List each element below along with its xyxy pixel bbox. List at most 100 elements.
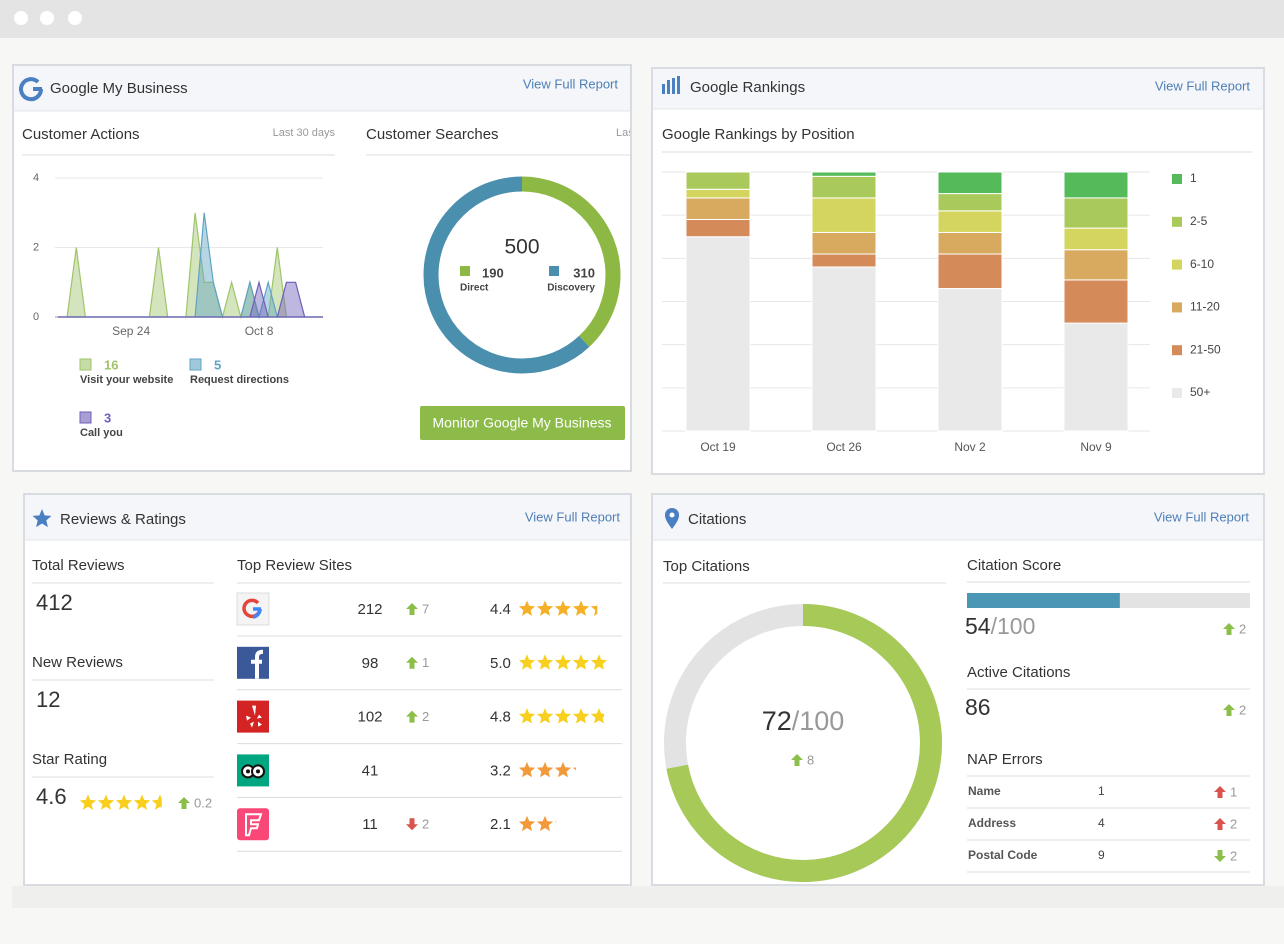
bar-segment xyxy=(1064,280,1128,323)
window-dot[interactable] xyxy=(14,11,28,25)
bar-segment xyxy=(938,211,1002,233)
legend-swatch xyxy=(190,359,201,370)
review-count: 98 xyxy=(362,655,379,672)
site-logo xyxy=(237,701,269,733)
section-title: Customer Searches xyxy=(366,126,499,143)
button-label[interactable]: Monitor Google My Business xyxy=(433,415,612,431)
trend-value: 0.2 xyxy=(194,795,212,810)
report-link[interactable]: View Full Report xyxy=(523,76,619,91)
legend-swatch xyxy=(460,266,470,276)
bar-segment xyxy=(812,198,876,233)
report-link[interactable]: View Full Report xyxy=(525,509,621,524)
page-fade xyxy=(12,886,1284,908)
bar-segment xyxy=(686,172,750,189)
review-count: 41 xyxy=(362,762,379,779)
x-tick-label: Oct 19 xyxy=(700,440,736,454)
bar-segment xyxy=(686,237,750,431)
legend-swatch xyxy=(1172,345,1182,355)
y-tick-label: 0 xyxy=(33,311,39,323)
site-logo xyxy=(256,769,260,773)
stat-value: 86 xyxy=(965,694,991,720)
report-link[interactable]: View Full Report xyxy=(1155,78,1251,93)
bar-segment xyxy=(938,289,1002,431)
score-value: 72 xyxy=(762,706,792,736)
bar-segment xyxy=(686,198,750,220)
score-max: /100 xyxy=(991,613,1036,639)
x-tick-label: Nov 9 xyxy=(1080,440,1112,454)
stat-value: 4.6 xyxy=(36,784,67,809)
nap-name: Name xyxy=(968,784,1001,798)
legend-name: Direct xyxy=(460,283,489,294)
legend-swatch xyxy=(1172,174,1182,184)
section-title: Top Citations xyxy=(663,558,750,575)
bar-segment xyxy=(1064,172,1128,198)
legend-swatch xyxy=(1172,260,1182,270)
bar-segment xyxy=(1064,323,1128,431)
legend-value: 310 xyxy=(573,265,595,280)
panel-title: Google Rankings xyxy=(690,79,805,96)
legend-swatch xyxy=(80,412,91,423)
x-tick-label: Oct 8 xyxy=(245,324,274,338)
bar-segment xyxy=(812,267,876,431)
window-dot[interactable] xyxy=(40,11,54,25)
stat-label: New Reviews xyxy=(32,654,123,671)
bar-segment xyxy=(812,232,876,254)
score-value: 54 xyxy=(965,613,991,639)
legend-label: 50+ xyxy=(1190,385,1210,399)
section-title: Customer Actions xyxy=(22,126,140,143)
legend-name: Discovery xyxy=(547,283,595,294)
rankings-icon xyxy=(667,80,670,94)
review-count: 102 xyxy=(357,709,382,726)
legend-swatch xyxy=(1172,302,1182,312)
stat-label: Star Rating xyxy=(32,751,107,768)
score-text: 54/100 xyxy=(965,613,1035,639)
review-count: 11 xyxy=(362,816,378,833)
trend-value: 8 xyxy=(807,752,814,767)
legend-name: Request directions xyxy=(190,374,289,386)
legend-label: 6-10 xyxy=(1190,257,1214,271)
trend-value: 1 xyxy=(422,655,429,670)
bar-segment xyxy=(938,194,1002,211)
legend-total: 3 xyxy=(104,410,111,425)
legend-value: 190 xyxy=(482,265,504,280)
bar-segment xyxy=(812,172,876,176)
panel-title: Citations xyxy=(688,511,746,528)
score-bar xyxy=(967,593,1120,608)
x-tick-label: Oct 26 xyxy=(826,440,862,454)
rankings-icon xyxy=(677,76,680,94)
score-text: 72/100 xyxy=(762,706,845,736)
legend-swatch xyxy=(1172,217,1182,227)
period: Last 30 days xyxy=(273,127,336,139)
bar-segment xyxy=(938,254,1002,289)
y-tick-label: 2 xyxy=(33,241,39,253)
stat-value: 12 xyxy=(36,687,60,712)
site-rating: 5.0 xyxy=(490,655,511,672)
chart-title: Google Rankings by Position xyxy=(662,126,855,143)
bar-segment xyxy=(1064,250,1128,280)
bar-segment xyxy=(686,219,750,236)
bar-segment xyxy=(812,254,876,267)
trend-value: 2 xyxy=(1230,848,1237,863)
score-max: /100 xyxy=(792,706,845,736)
bar-segment xyxy=(812,176,876,198)
legend-name: Visit your website xyxy=(80,374,173,386)
legend-swatch xyxy=(549,266,559,276)
legend-label: 1 xyxy=(1190,171,1197,185)
window-bar xyxy=(0,0,1284,38)
site-rating: 3.2 xyxy=(490,762,511,779)
window-dot[interactable] xyxy=(68,11,82,25)
site-logo xyxy=(246,769,250,773)
donut-total: 500 xyxy=(504,236,539,259)
x-tick-label: Nov 2 xyxy=(954,440,986,454)
section-title: Citation Score xyxy=(967,557,1061,574)
trend-value: 1 xyxy=(1230,784,1237,799)
section-title: NAP Errors xyxy=(967,751,1043,768)
legend-label: 2-5 xyxy=(1190,214,1208,228)
bar-segment xyxy=(1064,228,1128,250)
report-link[interactable]: View Full Report xyxy=(1154,509,1250,524)
bar-segment xyxy=(1064,198,1128,228)
bar-segment xyxy=(938,232,1002,254)
y-tick-label: 4 xyxy=(33,172,39,184)
trend-value: 2 xyxy=(1230,816,1237,831)
